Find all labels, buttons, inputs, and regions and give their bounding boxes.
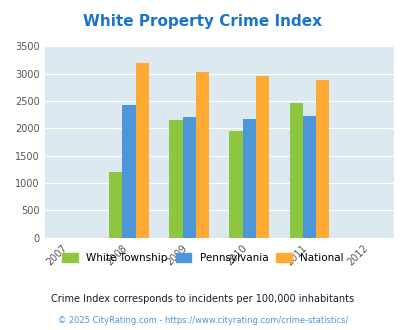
Bar xyxy=(242,119,255,238)
Text: © 2025 CityRating.com - https://www.cityrating.com/crime-statistics/: © 2025 CityRating.com - https://www.city… xyxy=(58,316,347,325)
Bar xyxy=(109,172,122,238)
Bar xyxy=(169,120,182,238)
Bar xyxy=(229,131,242,238)
Bar xyxy=(255,76,269,238)
Bar xyxy=(135,63,149,238)
Bar xyxy=(195,72,209,238)
Legend: White Township, Pennsylvania, National: White Township, Pennsylvania, National xyxy=(58,249,347,267)
Bar xyxy=(182,117,195,238)
Text: Crime Index corresponds to incidents per 100,000 inhabitants: Crime Index corresponds to incidents per… xyxy=(51,294,354,304)
Bar xyxy=(122,105,135,238)
Bar xyxy=(315,80,328,238)
Bar xyxy=(302,116,315,238)
Bar xyxy=(289,103,302,238)
Text: White Property Crime Index: White Property Crime Index xyxy=(83,14,322,29)
